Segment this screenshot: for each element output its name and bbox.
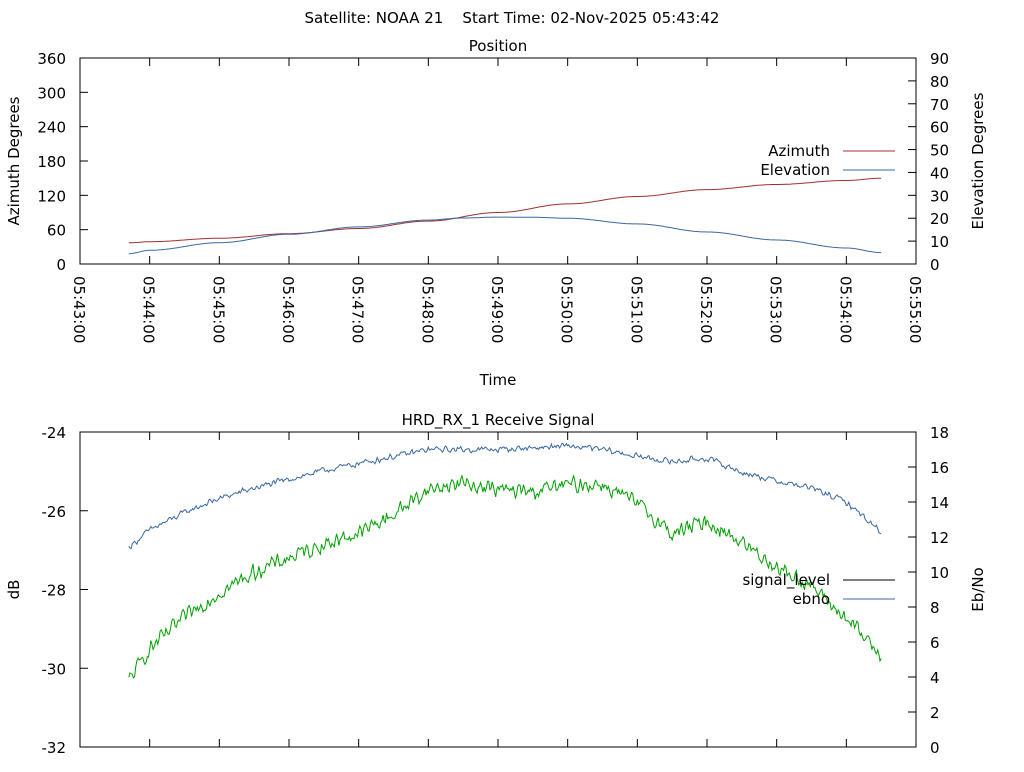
x-tick-label: 05:53:00 — [767, 276, 785, 343]
y-tick-label: -24 — [42, 424, 67, 442]
x-tick-label: 05:46:00 — [279, 276, 297, 343]
y-tick-label: -26 — [42, 503, 67, 521]
y2-tick-label: 18 — [930, 424, 949, 442]
y2-tick-label: 10 — [930, 564, 949, 582]
series-line-elevation — [128, 216, 882, 255]
y2-tick-label: 10 — [930, 233, 949, 251]
y2-tick-label: 70 — [930, 96, 949, 114]
y-tick-label: 180 — [37, 153, 66, 171]
y2-tick-label: 40 — [930, 164, 949, 182]
y2-tick-label: 16 — [930, 459, 949, 477]
y2-tick-label: 90 — [930, 50, 949, 68]
series-line-ebno — [128, 442, 882, 550]
x-axis-label: Time — [479, 371, 517, 389]
legend-label: Azimuth — [768, 142, 830, 160]
x-tick-label: 05:52:00 — [697, 276, 715, 343]
y2-tick-label: 50 — [930, 142, 949, 160]
panel-title: HRD_RX_1 Receive Signal — [402, 411, 595, 430]
x-tick-label: 05:43:00 — [70, 276, 88, 343]
y-tick-label: -28 — [42, 582, 67, 600]
y2-tick-label: 60 — [930, 119, 949, 137]
x-tick-label: 05:50:00 — [558, 276, 576, 343]
y2-tick-label: 8 — [930, 599, 940, 617]
x-tick-label: 05:54:00 — [836, 276, 854, 343]
y2-tick-label: 6 — [930, 634, 940, 652]
panel-title: Position — [469, 37, 527, 55]
y2-tick-label: 4 — [930, 669, 940, 687]
x-tick-label: 05:48:00 — [418, 276, 436, 343]
x-tick-label: 05:45:00 — [209, 276, 227, 343]
legend-label: ebno — [793, 590, 830, 608]
y2-tick-label: 80 — [930, 73, 949, 91]
series-line-unlabeled — [128, 474, 882, 679]
plot-frame — [79, 431, 917, 748]
y-axis-label: Azimuth Degrees — [5, 96, 23, 225]
x-tick-label: 05:49:00 — [488, 276, 506, 343]
y2-axis-label: Eb/No — [969, 567, 987, 611]
y2-tick-label: 20 — [930, 210, 949, 228]
y-tick-label: 120 — [37, 187, 66, 205]
x-tick-label: 05:44:00 — [140, 276, 158, 343]
header-title: Satellite: NOAA 21 Start Time: 02-Nov-20… — [305, 9, 720, 27]
y-axis-label: dB — [5, 580, 23, 600]
y-tick-label: 360 — [37, 50, 66, 68]
x-tick-label: 05:55:00 — [906, 276, 924, 343]
x-tick-label: 05:47:00 — [349, 276, 367, 343]
y-tick-label: 240 — [37, 119, 66, 137]
y2-tick-label: 30 — [930, 187, 949, 205]
y-tick-label: 0 — [56, 256, 66, 274]
y2-tick-label: 2 — [930, 704, 940, 722]
y-tick-label: -30 — [42, 660, 67, 678]
y2-axis-label: Elevation Degrees — [969, 92, 987, 229]
y-tick-label: -32 — [42, 739, 67, 757]
legend-label: Elevation — [760, 161, 830, 179]
series-line-azimuth — [128, 177, 882, 244]
x-tick-label: 05:51:00 — [627, 276, 645, 343]
y2-tick-label: 14 — [930, 494, 949, 512]
y2-tick-label: 0 — [930, 739, 940, 757]
y-tick-label: 300 — [37, 84, 66, 102]
y2-tick-label: 12 — [930, 529, 949, 547]
y-tick-label: 60 — [47, 222, 66, 240]
y2-tick-label: 0 — [930, 256, 940, 274]
legend-label: signal_level — [742, 571, 830, 590]
